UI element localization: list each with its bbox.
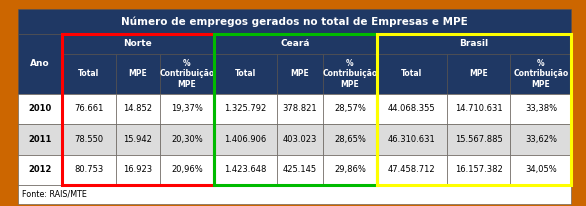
Text: Total: Total	[235, 69, 256, 78]
Text: %
Contribuição
MPE: % Contribuição MPE	[159, 59, 214, 89]
Text: 425.145: 425.145	[283, 165, 317, 174]
Bar	[277, 54, 323, 94]
Bar	[161, 155, 214, 185]
Bar	[277, 155, 323, 185]
Text: Total: Total	[401, 69, 423, 78]
Bar	[62, 34, 214, 54]
Bar	[323, 94, 377, 124]
Bar	[323, 124, 377, 155]
Bar	[214, 124, 277, 155]
Bar	[214, 54, 277, 94]
Text: Total: Total	[79, 69, 100, 78]
Bar	[447, 155, 510, 185]
Bar	[161, 124, 214, 155]
Text: Norte: Norte	[124, 39, 152, 48]
Text: MPE: MPE	[469, 69, 488, 78]
Text: Fonte: RAIS/MTE: Fonte: RAIS/MTE	[22, 190, 87, 199]
Bar	[115, 124, 161, 155]
Text: 2011: 2011	[28, 135, 52, 144]
Bar	[377, 54, 447, 94]
Bar	[447, 94, 510, 124]
Text: 16.923: 16.923	[124, 165, 152, 174]
Bar	[214, 94, 277, 124]
Bar	[510, 94, 571, 124]
Bar	[377, 155, 447, 185]
Bar	[214, 155, 277, 185]
Bar	[510, 124, 571, 155]
Bar	[377, 94, 447, 124]
Text: 28,57%: 28,57%	[334, 104, 366, 114]
Bar	[62, 124, 115, 155]
Bar	[18, 155, 62, 185]
Text: 44.068.355: 44.068.355	[388, 104, 436, 114]
Bar	[161, 54, 214, 94]
Bar	[62, 155, 115, 185]
Text: Ano: Ano	[30, 59, 50, 68]
Text: Brasil: Brasil	[459, 39, 489, 48]
Bar	[447, 54, 510, 94]
Text: 15.942: 15.942	[124, 135, 152, 144]
Text: 34,05%: 34,05%	[525, 165, 557, 174]
Bar	[115, 155, 161, 185]
Bar	[323, 155, 377, 185]
Bar	[510, 155, 571, 185]
Bar	[277, 124, 323, 155]
Bar	[377, 34, 571, 54]
Text: 78.550: 78.550	[74, 135, 104, 144]
Text: MPE: MPE	[128, 69, 147, 78]
Bar	[161, 94, 214, 124]
Text: 2010: 2010	[28, 104, 52, 114]
Text: 19,37%: 19,37%	[171, 104, 203, 114]
Text: 1.325.792: 1.325.792	[224, 104, 267, 114]
Bar	[214, 34, 377, 185]
Bar	[277, 94, 323, 124]
Bar	[214, 34, 377, 54]
Bar	[18, 124, 62, 155]
Text: %
Contribuição
MPE: % Contribuição MPE	[513, 59, 568, 89]
Bar	[62, 34, 214, 185]
Bar	[447, 124, 510, 155]
Text: 1.406.906: 1.406.906	[224, 135, 267, 144]
Bar	[18, 185, 571, 204]
Bar	[323, 54, 377, 94]
Bar	[115, 94, 161, 124]
Text: 29,86%: 29,86%	[334, 165, 366, 174]
Bar	[377, 124, 447, 155]
Bar	[18, 34, 62, 94]
Text: 14.710.631: 14.710.631	[455, 104, 503, 114]
Text: 80.753: 80.753	[74, 165, 104, 174]
Text: 46.310.631: 46.310.631	[388, 135, 436, 144]
Text: %
Contribuição
MPE: % Contribuição MPE	[322, 59, 377, 89]
Text: 2012: 2012	[28, 165, 52, 174]
Text: MPE: MPE	[291, 69, 309, 78]
Bar	[510, 54, 571, 94]
Text: 378.821: 378.821	[282, 104, 318, 114]
Text: 15.567.885: 15.567.885	[455, 135, 503, 144]
Bar	[377, 34, 571, 185]
Text: 1.423.648: 1.423.648	[224, 165, 267, 174]
Text: 28,65%: 28,65%	[334, 135, 366, 144]
Text: 47.458.712: 47.458.712	[388, 165, 436, 174]
Text: 20,30%: 20,30%	[171, 135, 203, 144]
Bar	[18, 94, 62, 124]
Text: Ceará: Ceará	[281, 39, 310, 48]
Text: 20,96%: 20,96%	[171, 165, 203, 174]
Bar	[18, 9, 571, 34]
Bar	[115, 54, 161, 94]
Text: 14.852: 14.852	[124, 104, 152, 114]
Text: Número de empregos gerados no total de Empresas e MPE: Número de empregos gerados no total de E…	[121, 16, 468, 27]
Text: 76.661: 76.661	[74, 104, 104, 114]
Bar	[62, 94, 115, 124]
Bar	[62, 54, 115, 94]
Text: 16.157.382: 16.157.382	[455, 165, 503, 174]
Text: 33,38%: 33,38%	[525, 104, 557, 114]
Text: 33,62%: 33,62%	[525, 135, 557, 144]
Text: 403.023: 403.023	[283, 135, 317, 144]
